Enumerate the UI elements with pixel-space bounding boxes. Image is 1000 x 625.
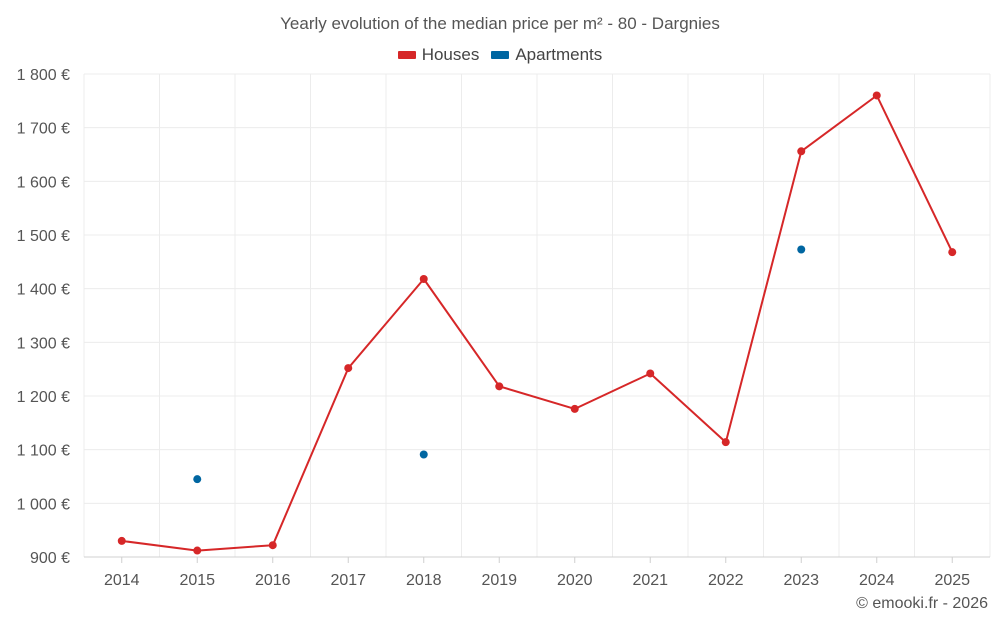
x-tick-label: 2018: [406, 572, 442, 589]
y-tick-label: 900 €: [30, 550, 70, 567]
x-tick-label: 2020: [557, 572, 593, 589]
data-point-houses: [268, 541, 277, 550]
data-point-apartments: [193, 475, 202, 484]
data-point-houses: [495, 382, 504, 391]
legend-swatch-houses: [397, 51, 416, 59]
data-point-houses: [117, 536, 126, 545]
y-tick-label: 1 200 €: [17, 389, 70, 406]
data-point-apartments: [797, 245, 806, 254]
x-tick-label: 2024: [859, 572, 895, 589]
x-tick-label: 2015: [179, 572, 215, 589]
legend-label-houses: Houses: [421, 45, 480, 64]
data-point-houses: [193, 546, 202, 555]
legend-item-apartments[interactable]: Apartments: [491, 45, 602, 65]
y-tick-label: 1 800 €: [17, 67, 70, 84]
data-point-houses: [344, 364, 353, 373]
y-tick-label: 1 400 €: [17, 282, 70, 299]
chart-title: Yearly evolution of the median price per…: [280, 14, 720, 33]
x-tick-label: 2021: [632, 572, 668, 589]
legend-label-apartments: Apartments: [515, 45, 603, 64]
y-tick-label: 1 100 €: [17, 443, 70, 460]
x-tick-label: 2022: [708, 572, 744, 589]
data-point-houses: [419, 275, 428, 284]
legend-item-houses[interactable]: Houses: [397, 45, 480, 65]
legend: Houses Apartments: [0, 45, 1000, 65]
data-point-apartments: [419, 450, 428, 459]
x-tick-label: 2017: [330, 572, 366, 589]
credit-text: © emooki.fr - 2026: [856, 595, 988, 612]
data-point-houses: [721, 438, 730, 447]
y-tick-label: 1 600 €: [17, 174, 70, 191]
x-tick-label: 2023: [783, 572, 819, 589]
data-point-houses: [948, 248, 957, 257]
legend-swatch-apartments: [491, 51, 510, 59]
y-tick-label: 1 000 €: [17, 496, 70, 513]
series-line-houses: [121, 94, 954, 552]
x-tick-label: 2014: [104, 572, 140, 589]
x-tick-label: 2019: [481, 572, 517, 589]
data-point-houses: [646, 369, 655, 378]
y-tick-label: 1 300 €: [17, 335, 70, 352]
data-point-houses: [797, 147, 806, 156]
y-tick-label: 1 500 €: [17, 228, 70, 245]
y-tick-label: 1 700 €: [17, 121, 70, 138]
x-tick-label: 2025: [934, 572, 970, 589]
x-tick-label: 2016: [255, 572, 291, 589]
data-point-houses: [570, 404, 579, 413]
data-point-houses: [872, 91, 881, 100]
